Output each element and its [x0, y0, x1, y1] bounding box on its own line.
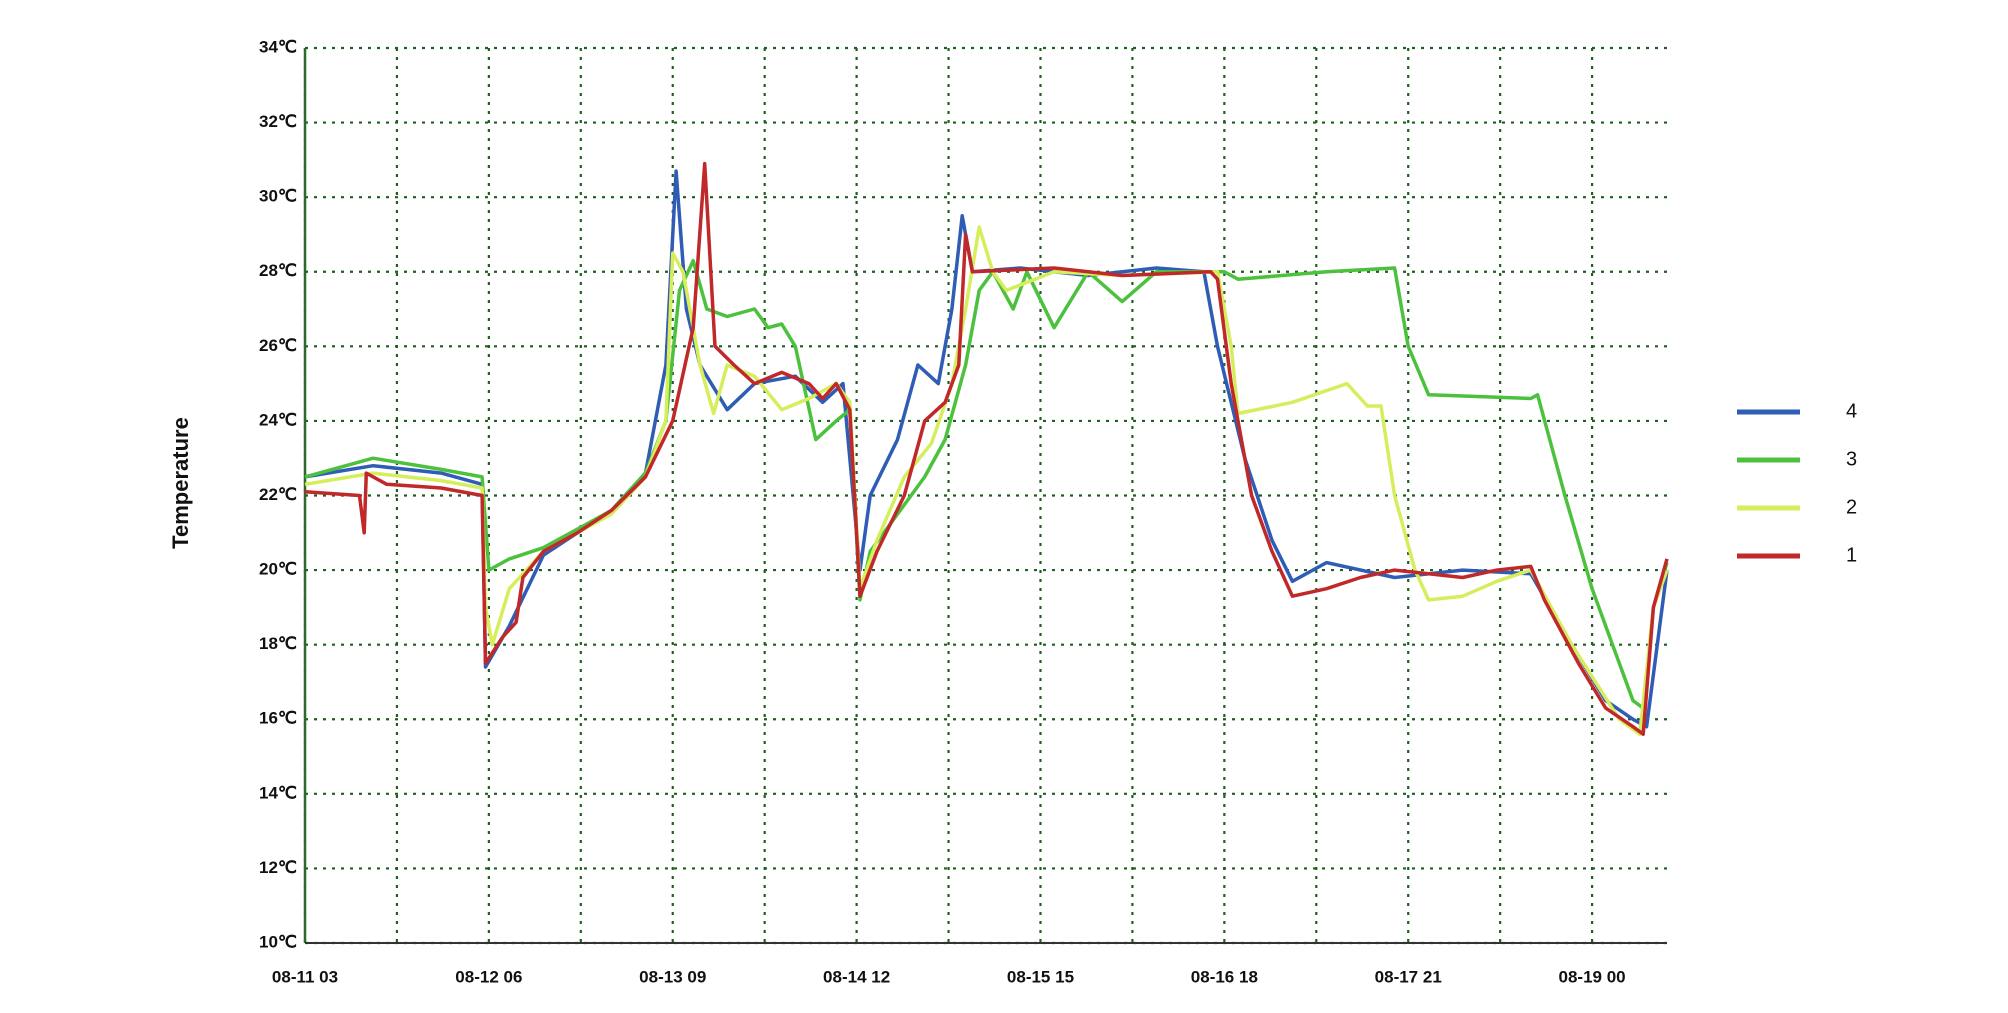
legend-label: 2 [1846, 496, 1857, 518]
y-tick-label: 28℃ [259, 261, 297, 280]
y-tick-label: 16℃ [259, 709, 297, 728]
y-tick-label: 34℃ [259, 37, 297, 56]
y-tick-label: 14℃ [259, 783, 297, 802]
legend-label: 4 [1846, 400, 1857, 422]
y-tick-label: 30℃ [259, 187, 297, 206]
x-tick-label: 08-17 21 [1375, 967, 1442, 986]
series-line [304, 161, 1669, 736]
x-tick-label: 08-12 06 [455, 967, 522, 986]
y-tick-label: 32℃ [259, 112, 297, 131]
x-tick-label: 08-13 09 [639, 967, 706, 986]
y-tick-label: 20℃ [259, 560, 297, 579]
y-tick-label: 18℃ [259, 634, 297, 653]
x-tick-label: 08-15 15 [1007, 967, 1074, 986]
legend-label: 1 [1846, 544, 1857, 566]
y-tick-label: 10℃ [259, 932, 297, 951]
x-tick-label: 08-19 00 [1559, 967, 1626, 986]
y-tick-label: 12℃ [259, 858, 297, 877]
x-tick-label: 08-11 03 [272, 967, 338, 986]
x-tick-label: 08-16 18 [1191, 967, 1258, 986]
y-tick-label: 22℃ [259, 485, 297, 504]
series-line [304, 225, 1669, 736]
legend-label: 3 [1846, 448, 1857, 470]
series-line [304, 258, 1669, 710]
y-tick-label: 24℃ [259, 410, 297, 429]
x-tick-label: 08-14 12 [823, 967, 890, 986]
y-axis-label: Temperature [168, 417, 193, 549]
y-tick-label: 26℃ [259, 336, 297, 355]
